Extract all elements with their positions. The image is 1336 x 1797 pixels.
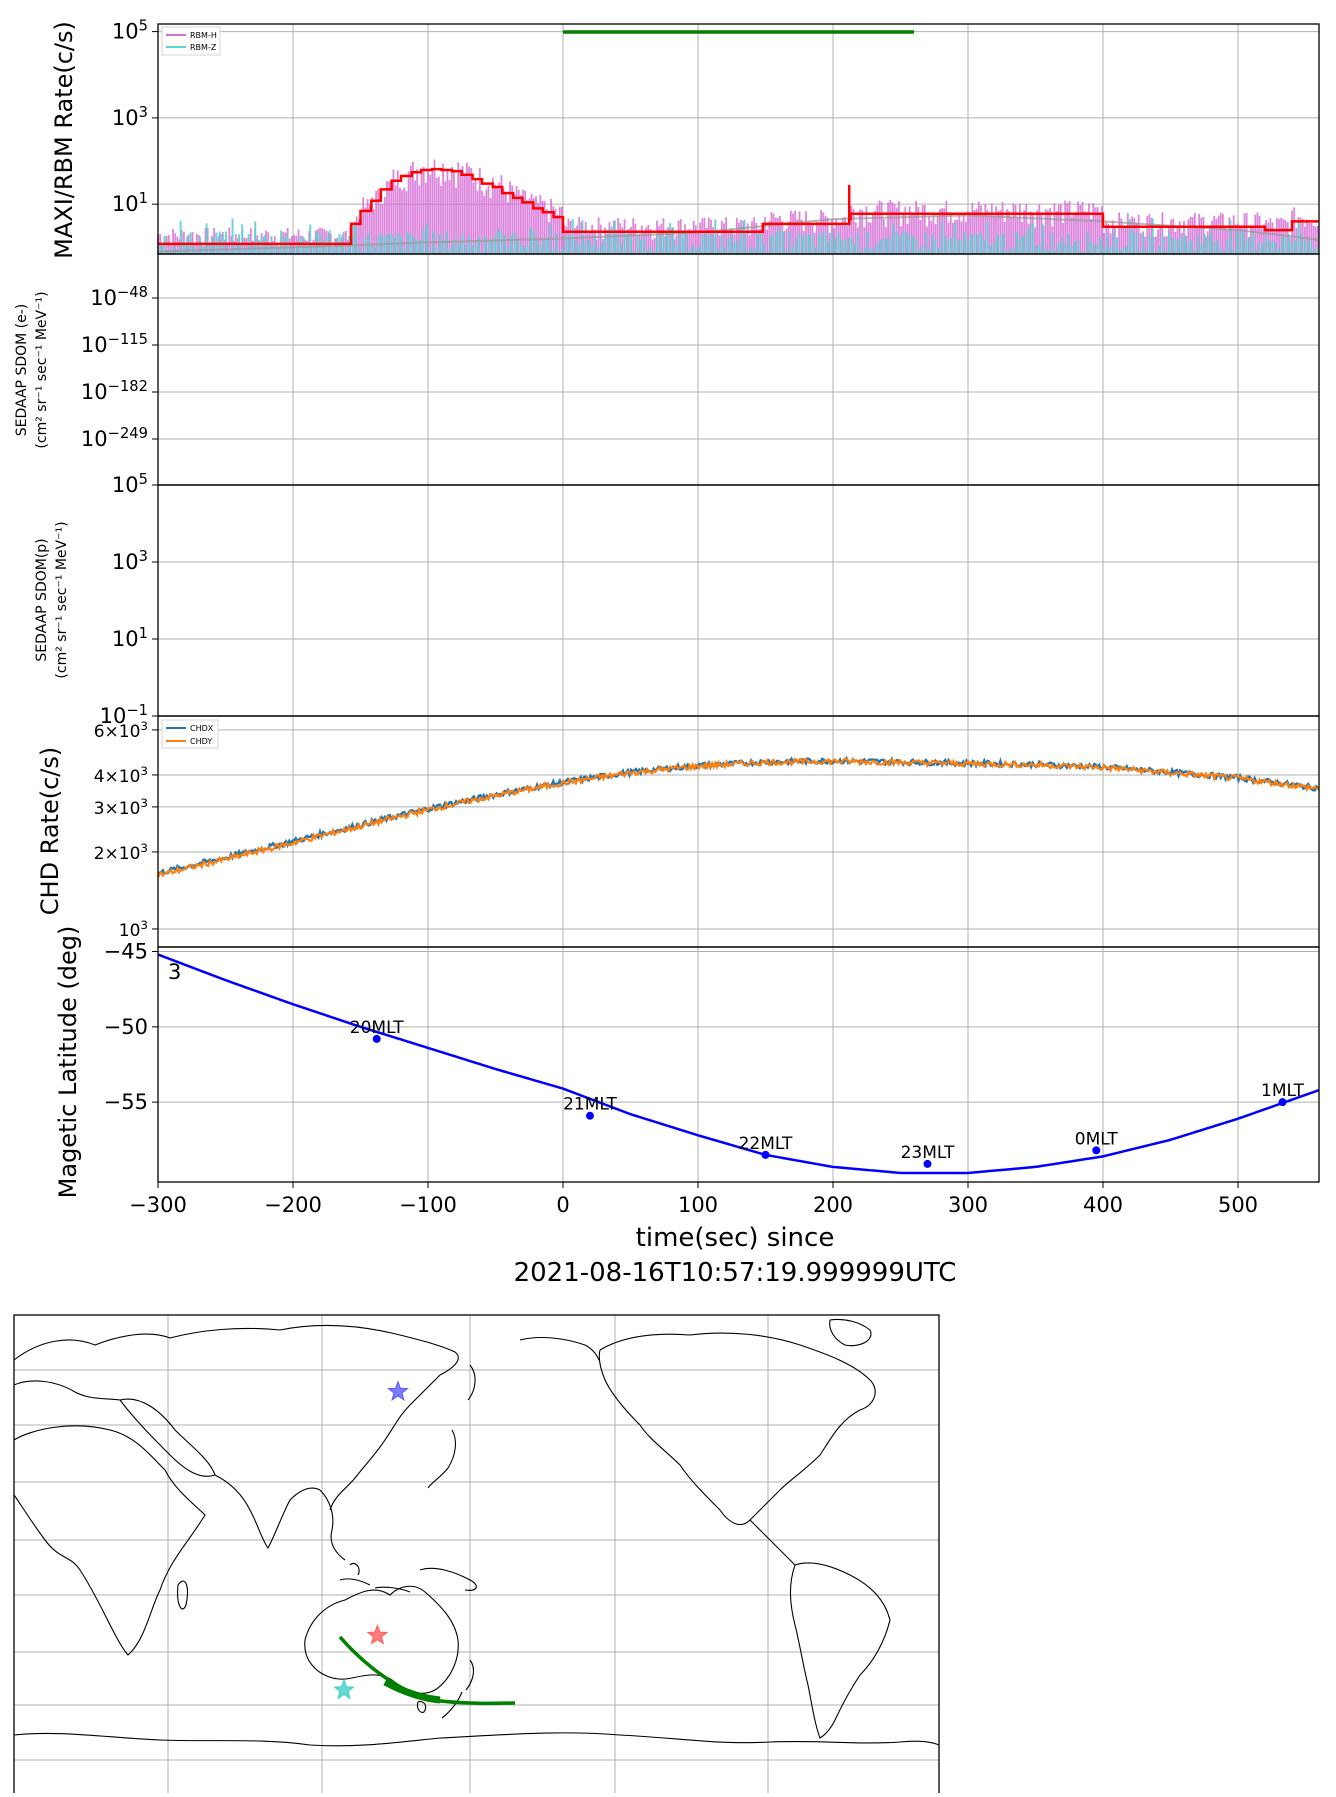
mlt-label: 23MLT (901, 1143, 955, 1163)
xtick-label: 200 (813, 1193, 853, 1217)
ytick-label: 105 (112, 17, 148, 44)
maglat-line (157, 953, 1320, 1175)
ytick-label: −45 (104, 940, 148, 964)
panel5-ylabel: Magetic Latitude (deg) (54, 926, 82, 1199)
mlt-label: 1MLT (1261, 1081, 1305, 1101)
ytick-label: 10−249 (81, 425, 148, 452)
mlt-point (761, 1150, 770, 1159)
xtick-label: 500 (1218, 1193, 1258, 1217)
panel-maglat: 20MLT 21MLT 22MLT 23MLT 0MLT 1MLT −45 −50 −55 −… (54, 926, 1320, 1288)
legend-rbm: RBM-H RBM-Z (161, 26, 221, 56)
panel2-ylabel-line1: SEDAAP SDOM (e-) (14, 304, 30, 437)
xtick-label: 400 (1083, 1193, 1123, 1217)
ytick-label: 4×103 (94, 764, 148, 787)
mlt-point (923, 1159, 932, 1168)
panel4-ylabel: CHD Rate(c/s) (36, 747, 64, 915)
mlt-label: 21MLT (563, 1095, 617, 1115)
legend-chd: CHDX CHDY (161, 719, 219, 749)
panel-chd: 6×103 4×103 3×103 2×103 103 CHD Rate(c/s) CH… (36, 715, 1320, 948)
chd-series-chdy (156, 757, 1319, 878)
mlt-point (1278, 1098, 1287, 1107)
xlabel-line1: time(sec) since (636, 1223, 835, 1253)
mlt-label: 22MLT (739, 1134, 793, 1154)
ytick-label: 103 (112, 103, 148, 130)
legend-chdy: CHDY (190, 737, 212, 746)
ytick-label: 101 (112, 190, 148, 217)
xtick-label: −300 (129, 1193, 187, 1217)
mlt-label: 20MLT (350, 1018, 404, 1038)
ytick-label: 101 (112, 625, 148, 652)
panel3-ylabel-line1: SEDAAP SDOM(p) (34, 538, 50, 661)
coastlines (13, 1318, 940, 1747)
panel-maxi-rbm: 105 103 101 MAXI/RBM Rate(c/s) RBM-H RBM-Z (50, 17, 1320, 259)
legend-rbm-z: RBM-Z (190, 43, 217, 52)
chd-series-chdx (157, 755, 1319, 876)
ytick-label: 10−115 (81, 331, 148, 358)
ytick-label: 103 (112, 548, 148, 575)
ytick-label: 10−182 (81, 378, 148, 405)
mlt-point (586, 1111, 594, 1120)
panel1-ylabel: MAXI/RBM Rate(c/s) (50, 21, 78, 259)
ytick-label: 3×103 (94, 796, 148, 819)
ytick-label: 105 (112, 471, 148, 498)
ytick-label: 10−1 (100, 702, 148, 729)
xtick-label: 300 (948, 1193, 988, 1217)
map-star-marker (333, 1678, 355, 1700)
mlt-point (372, 1034, 381, 1043)
rbm-noise-series (157, 159, 1319, 254)
xtick-label: 0 (556, 1193, 569, 1217)
panel-sedaap-p: 105 103 101 10−1 SEDAAP SDOM(p) (cm² sr⁻¹ s… (34, 471, 1320, 729)
panel3-ylabel-line2: (cm² sr⁻¹ sec⁻¹ MeV⁻¹) (54, 521, 70, 678)
mlt-label: 0MLT (1075, 1129, 1119, 1149)
red-step-line (158, 167, 1319, 246)
panel-sedaap-e: 10−48 10−115 10−182 10−249 SEDAAP SDOM (e-)… (14, 253, 1320, 486)
legend-chdx: CHDX (190, 724, 214, 733)
ytick-label: 6×103 (94, 719, 148, 742)
xtick-label: −200 (264, 1193, 322, 1217)
legend-rbm-h: RBM-H (190, 31, 217, 40)
xlabel-line2: 2021-08-16T10:57:19.999999UTC (514, 1258, 957, 1288)
ytick-label: 103 (119, 918, 148, 941)
xtick-label: −100 (399, 1193, 457, 1217)
panel5-top-overlap: 3 (168, 960, 181, 984)
ytick-label: 2×103 (94, 841, 148, 864)
world-map (13, 1314, 940, 1797)
map-star-marker (387, 1380, 409, 1401)
panel2-ylabel-line2: (cm² sr⁻¹ sec⁻¹ MeV⁻¹) (34, 291, 50, 448)
mlt-point (1092, 1146, 1101, 1155)
map-star-marker (366, 1624, 389, 1645)
ytick-label: 10−48 (90, 284, 148, 311)
ytick-label: −55 (104, 1090, 148, 1114)
xtick-label: 100 (678, 1193, 718, 1217)
ytick-label: −50 (104, 1015, 148, 1039)
